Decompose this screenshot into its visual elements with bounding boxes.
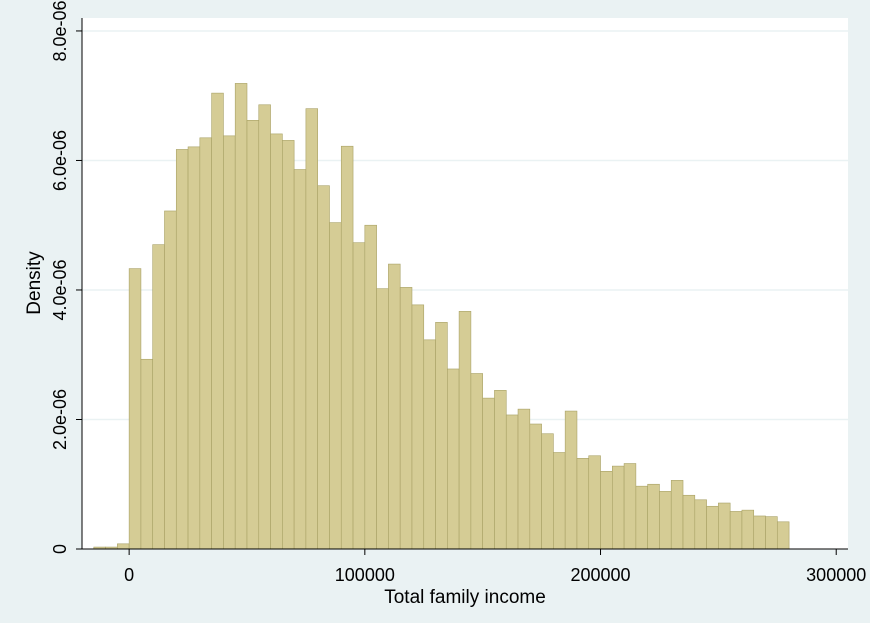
histogram-bar: [352, 242, 366, 550]
x-axis-ticks: 0 100000 200000 300000: [124, 549, 866, 585]
histogram-bar: [399, 287, 413, 550]
histogram-bar: [553, 452, 566, 550]
histogram-bar: [211, 92, 224, 550]
histogram-bar: [423, 339, 436, 550]
histogram-bar: [388, 263, 401, 550]
histogram-bar: [659, 491, 672, 550]
histogram-bar: [600, 470, 613, 550]
histogram-bar: [612, 465, 625, 550]
y-tick-label: 8.0e-06: [50, 0, 70, 61]
histogram-bar: [246, 120, 260, 550]
histogram-bar: [623, 463, 637, 550]
histogram-bar: [470, 373, 483, 550]
histogram-bar: [317, 185, 330, 550]
histogram-bar: [223, 135, 236, 550]
histogram-bar: [305, 108, 318, 550]
y-tick-label: 2.0e-06: [50, 389, 70, 450]
x-tick-label: 300000: [806, 565, 866, 585]
histogram-bar: [340, 145, 354, 550]
histogram-bar: [541, 433, 554, 550]
histogram-bar: [505, 414, 519, 550]
histogram-bar: [234, 83, 248, 550]
histogram-bar: [187, 146, 201, 550]
histogram-bar: [776, 521, 790, 550]
histogram-bar: [364, 224, 377, 550]
histogram-bar: [682, 494, 696, 550]
y-tick-label: 4.0e-06: [50, 259, 70, 320]
x-tick-label: 200000: [570, 565, 630, 585]
histogram-bar: [293, 169, 307, 550]
histogram-bar: [117, 543, 130, 550]
histogram-bar: [175, 149, 189, 550]
histogram-bar: [258, 104, 271, 550]
histogram-bar: [164, 210, 177, 550]
histogram-bar: [458, 311, 472, 550]
histogram-bar: [435, 322, 448, 550]
histogram-bar: [270, 133, 283, 550]
histogram-bar: [376, 288, 389, 550]
histogram-bar: [529, 423, 542, 550]
histogram-bar: [765, 516, 778, 550]
y-axis-title: Density: [24, 251, 45, 315]
histogram-bar: [718, 502, 731, 550]
histogram-bar: [564, 410, 578, 550]
histogram-bar: [411, 304, 425, 550]
histogram-bar: [694, 499, 707, 550]
histogram-bar: [706, 505, 719, 550]
y-tick-label: 0: [50, 544, 70, 554]
histogram-bar: [741, 509, 755, 550]
histogram-bar: [729, 511, 743, 550]
histogram-bar: [494, 390, 507, 550]
histogram-bar: [282, 140, 295, 550]
histogram-bar: [576, 458, 590, 550]
histogram-bar: [140, 358, 154, 550]
y-tick-label: 6.0e-06: [50, 130, 70, 191]
histogram-bar: [152, 244, 165, 550]
histogram-bar: [647, 483, 660, 550]
histogram-bar: [670, 480, 684, 550]
histogram-bar: [199, 137, 212, 550]
histogram-bar: [329, 222, 342, 550]
x-axis-title: Total family income: [384, 587, 546, 608]
histogram-bar: [482, 397, 495, 550]
histogram-bar: [588, 455, 601, 550]
histogram-bar: [447, 368, 460, 550]
x-tick-label: 100000: [335, 565, 395, 585]
y-axis-ticks: 0 2.0e-06 4.0e-06 6.0e-06 8.0e-06: [50, 0, 82, 554]
bars: [93, 83, 790, 550]
histogram-bar: [517, 408, 531, 550]
x-tick-label: 0: [124, 565, 134, 585]
histogram-bar: [635, 485, 648, 550]
histogram-bar: [753, 515, 766, 550]
histogram-bar: [128, 268, 142, 550]
